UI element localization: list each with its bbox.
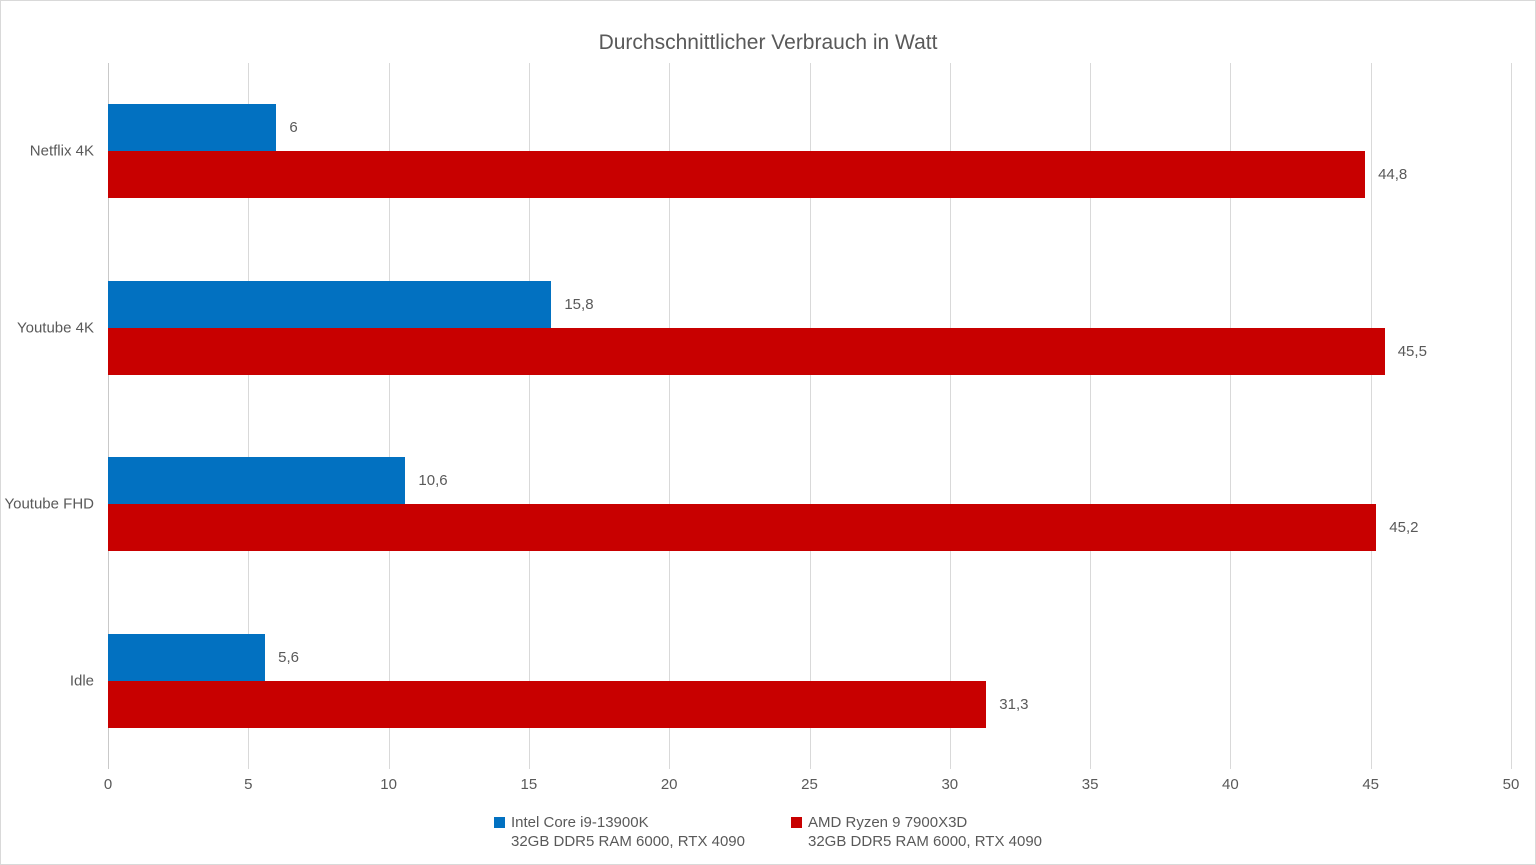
gridline xyxy=(1230,63,1232,769)
bar-value-label: 5,6 xyxy=(278,648,299,666)
x-tick-label: 40 xyxy=(1222,776,1239,793)
bar-series2 xyxy=(108,151,1366,199)
bar-value-label: 45,5 xyxy=(1397,342,1427,360)
bar-series2 xyxy=(108,504,1377,552)
x-tick-label: 20 xyxy=(660,776,678,793)
y-category-label: Youtube FHD xyxy=(4,495,94,513)
x-tick-label: 30 xyxy=(941,776,959,793)
gridline xyxy=(1511,63,1512,769)
legend-series-name: AMD Ryzen 9 7900X3D xyxy=(808,814,968,831)
legend-series-subtitle: 32GB DDR5 RAM 6000, RTX 4090 xyxy=(808,833,1043,850)
legend-swatch-icon xyxy=(493,817,505,828)
gridline xyxy=(248,63,250,769)
bar-series1 xyxy=(108,104,277,152)
bar-value-label: 10,6 xyxy=(418,472,448,490)
x-tick-label: 0 xyxy=(103,776,113,793)
bar-value-label: 44,8 xyxy=(1378,166,1408,184)
x-tick-label: 25 xyxy=(801,776,818,793)
bar-series1 xyxy=(108,280,552,328)
x-tick-label: 50 xyxy=(1502,776,1520,793)
gridline xyxy=(1090,63,1092,769)
x-axis: 0 5 10 15 20 25 30 35 40 45 50 xyxy=(104,776,1520,798)
x-tick-label: 10 xyxy=(380,776,397,793)
gridline xyxy=(1370,63,1372,769)
bar-value-label: 45,2 xyxy=(1389,519,1419,537)
y-axis: Netflix 4K Youtube 4K Youtube FHD Idle xyxy=(1,1,94,864)
bar-series1 xyxy=(108,457,406,505)
gridline xyxy=(949,63,951,769)
y-category-label: Youtube 4K xyxy=(16,319,94,337)
bar-value-label: 15,8 xyxy=(564,295,594,313)
gridline xyxy=(809,63,811,769)
bar-series2 xyxy=(108,327,1385,375)
legend-text: AMD Ryzen 9 7900X3D 32GB DDR5 RAM 6000, R… xyxy=(808,813,1042,851)
legend-item-series1: Intel Core i9-13900K 32GB DDR5 RAM 6000, … xyxy=(493,813,745,851)
legend-series-subtitle: 32GB DDR5 RAM 6000, RTX 4090 xyxy=(510,833,745,850)
gridline xyxy=(388,63,390,769)
x-tick-label: 45 xyxy=(1362,776,1380,793)
chart-title: Durchschnittlicher Verbrauch in Watt xyxy=(598,31,938,54)
y-category-label: Netflix 4K xyxy=(29,142,94,160)
legend-item-series2: AMD Ryzen 9 7900X3D 32GB DDR5 RAM 6000, R… xyxy=(791,813,1042,851)
x-tick-label: 5 xyxy=(244,776,253,793)
bar-series1 xyxy=(108,633,266,681)
x-tick-label: 15 xyxy=(520,776,538,793)
x-tick-label: 35 xyxy=(1081,776,1099,793)
bar-value-label: 31,3 xyxy=(999,695,1029,713)
legend-text: Intel Core i9-13900K 32GB DDR5 RAM 6000, … xyxy=(511,813,745,851)
value-axis-line xyxy=(108,63,109,769)
bar-value-label: 6 xyxy=(289,119,298,137)
gridline xyxy=(528,63,530,769)
bar-series2 xyxy=(108,680,987,728)
legend: Intel Core i9-13900K 32GB DDR5 RAM 6000, … xyxy=(1,813,1535,851)
y-category-label: Idle xyxy=(69,672,94,690)
legend-swatch-icon xyxy=(791,817,802,828)
gridline xyxy=(669,63,671,769)
plot-area: 6 44,8 15,8 45,5 10,6 45,2 5,6 31,3 xyxy=(108,63,1512,769)
legend-series-name: Intel Core i9-13900K xyxy=(510,814,649,831)
